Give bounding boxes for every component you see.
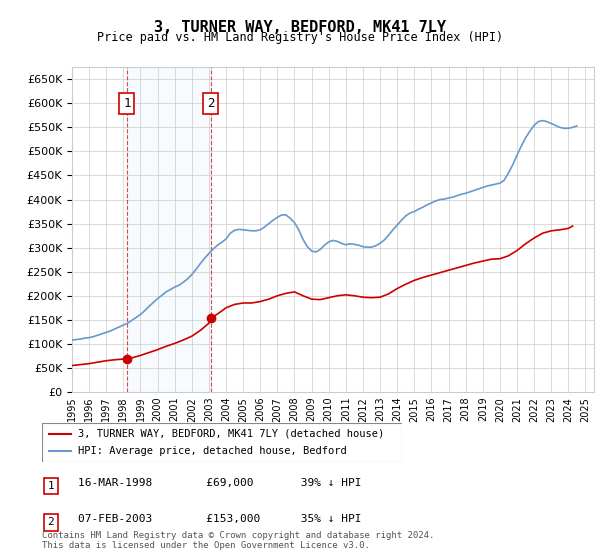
Bar: [127, 67, 211, 392]
Text: 1: 1: [123, 97, 131, 110]
Text: 3, TURNER WAY, BEDFORD, MK41 7LY (detached house): 3, TURNER WAY, BEDFORD, MK41 7LY (detach…: [78, 429, 384, 439]
Text: 16-MAR-1998        £69,000       39% ↓ HPI: 16-MAR-1998 £69,000 39% ↓ HPI: [78, 478, 361, 488]
Text: 2: 2: [207, 97, 214, 110]
Text: 07-FEB-2003        £153,000      35% ↓ HPI: 07-FEB-2003 £153,000 35% ↓ HPI: [78, 515, 361, 524]
Text: 1: 1: [47, 481, 55, 491]
Text: 2: 2: [47, 517, 55, 528]
FancyBboxPatch shape: [42, 423, 402, 462]
Text: HPI: Average price, detached house, Bedford: HPI: Average price, detached house, Bedf…: [78, 446, 347, 456]
Text: Price paid vs. HM Land Registry's House Price Index (HPI): Price paid vs. HM Land Registry's House …: [97, 31, 503, 44]
Text: 3, TURNER WAY, BEDFORD, MK41 7LY: 3, TURNER WAY, BEDFORD, MK41 7LY: [154, 20, 446, 35]
Text: Contains HM Land Registry data © Crown copyright and database right 2024.
This d: Contains HM Land Registry data © Crown c…: [42, 530, 434, 550]
